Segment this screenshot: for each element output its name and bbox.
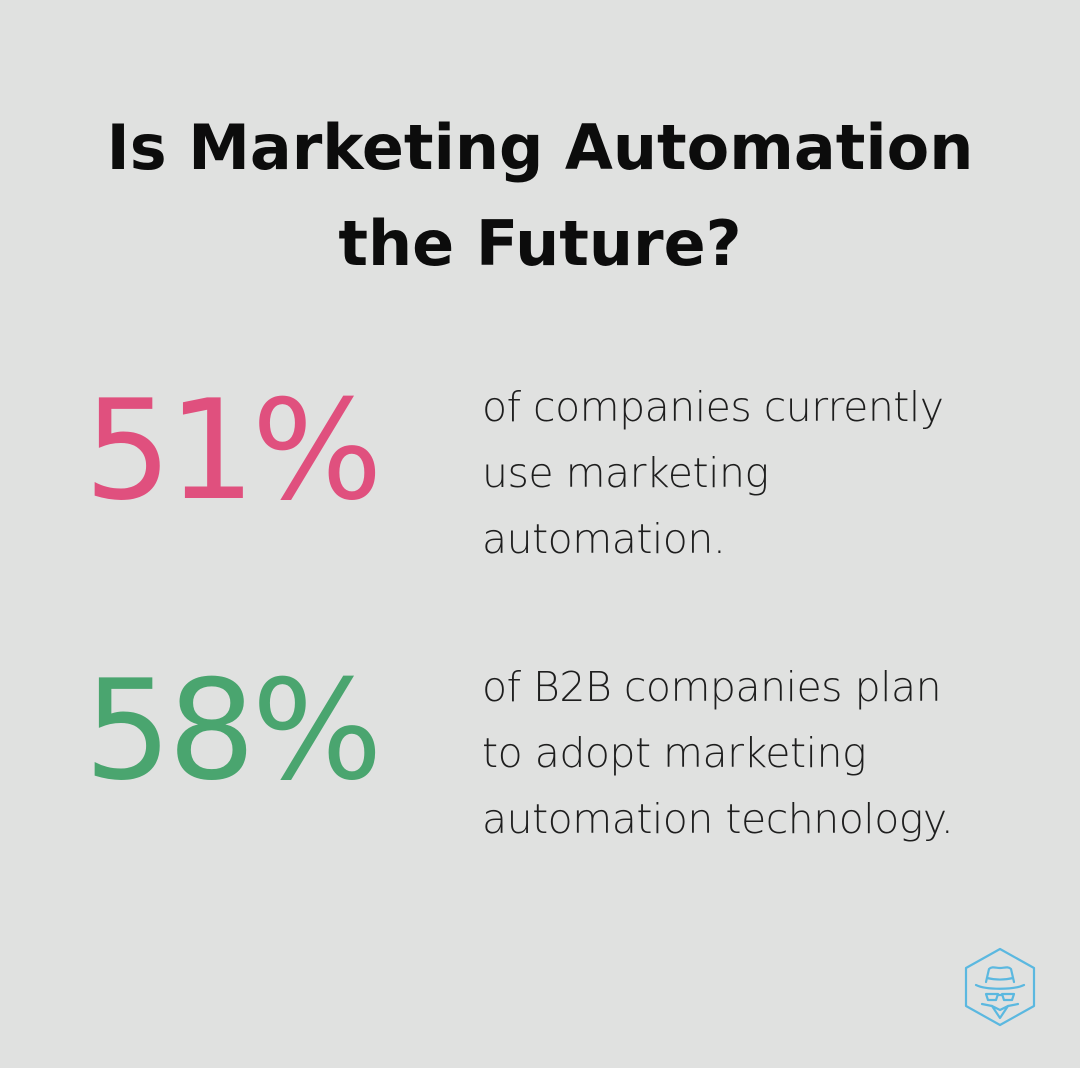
stat-description-line: automation technology.: [482, 795, 954, 843]
stat-description-line: automation.: [482, 515, 726, 563]
stat-description-line: of companies currently: [482, 383, 944, 431]
title-line-2: the Future?: [338, 207, 742, 280]
stat-description: of B2B companies plan to adopt marketing…: [482, 654, 1042, 852]
stat-description-line: to adopt marketing: [482, 729, 867, 777]
title-line-1: Is Marketing Automation: [106, 111, 974, 184]
page-title: Is Marketing Automation the Future?: [0, 100, 1080, 292]
stat-description-line: of B2B companies plan: [482, 663, 942, 711]
stat-description: of companies currently use marketing aut…: [482, 374, 1042, 572]
spy-hat-hexagon-icon: [962, 946, 1038, 1028]
stat-value: 58%: [84, 650, 383, 811]
stat-description-line: use marketing: [482, 449, 769, 497]
stat-value: 51%: [84, 370, 383, 531]
